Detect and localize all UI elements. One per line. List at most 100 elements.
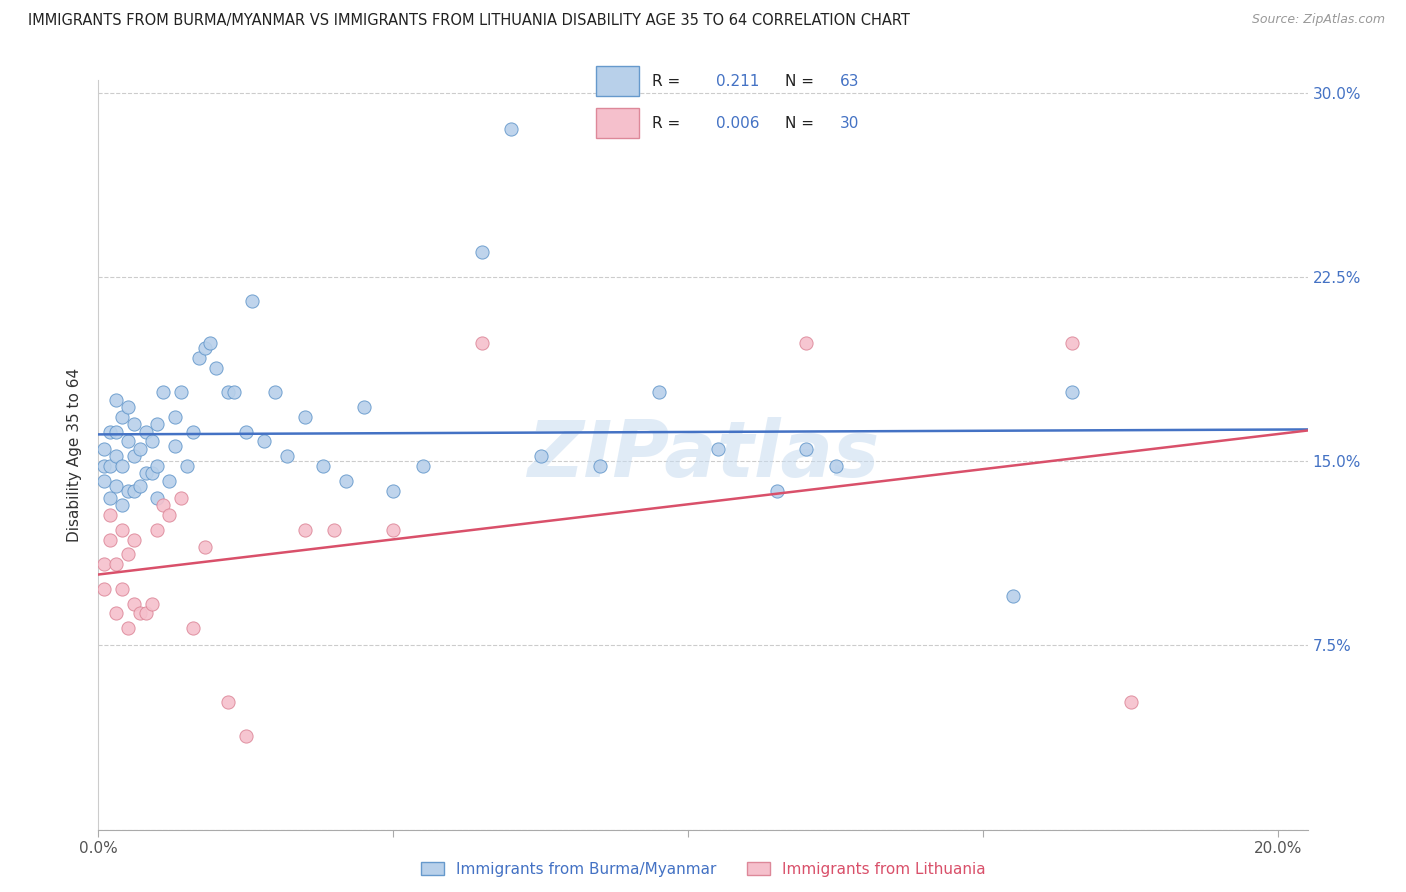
Point xyxy=(294,523,316,537)
Point xyxy=(146,458,169,473)
Text: R =: R = xyxy=(651,74,685,88)
Point xyxy=(170,491,193,505)
Point xyxy=(217,385,239,400)
Point xyxy=(311,458,333,473)
Point xyxy=(353,400,375,414)
Point xyxy=(111,498,134,512)
Point xyxy=(98,508,121,522)
Point xyxy=(111,582,134,596)
Point xyxy=(165,439,187,453)
Point xyxy=(141,467,163,481)
Point xyxy=(146,523,169,537)
Point xyxy=(501,122,523,136)
Point xyxy=(146,491,169,505)
Point xyxy=(217,695,239,709)
Point xyxy=(205,360,228,375)
Text: IMMIGRANTS FROM BURMA/MYANMAR VS IMMIGRANTS FROM LITHUANIA DISABILITY AGE 35 TO : IMMIGRANTS FROM BURMA/MYANMAR VS IMMIGRA… xyxy=(28,13,910,29)
Point xyxy=(382,483,405,498)
Point xyxy=(105,425,128,439)
Text: ZIPatlas: ZIPatlas xyxy=(527,417,879,493)
Point xyxy=(98,458,121,473)
Point xyxy=(471,336,494,351)
Point xyxy=(122,533,145,547)
Point xyxy=(105,449,128,463)
Point xyxy=(264,385,287,400)
Point xyxy=(98,425,121,439)
Point xyxy=(117,548,139,562)
Point xyxy=(412,458,434,473)
Point xyxy=(122,483,145,498)
Point xyxy=(93,582,115,596)
Point xyxy=(105,478,128,492)
Text: 0.006: 0.006 xyxy=(717,116,761,130)
Point xyxy=(105,607,128,621)
Point xyxy=(98,491,121,505)
Text: N =: N = xyxy=(785,116,818,130)
Point xyxy=(235,425,257,439)
Point xyxy=(157,508,180,522)
Point xyxy=(141,434,163,449)
Point xyxy=(194,341,217,355)
Point xyxy=(128,607,150,621)
Point xyxy=(105,392,128,407)
Legend: Immigrants from Burma/Myanmar, Immigrants from Lithuania: Immigrants from Burma/Myanmar, Immigrant… xyxy=(413,854,993,884)
Point xyxy=(181,621,204,635)
Point xyxy=(335,474,357,488)
Point xyxy=(98,533,121,547)
Point xyxy=(589,458,612,473)
Text: N =: N = xyxy=(785,74,818,88)
Point xyxy=(105,558,128,572)
Point xyxy=(530,449,553,463)
Point xyxy=(117,434,139,449)
Point xyxy=(170,385,193,400)
Text: 63: 63 xyxy=(841,74,859,88)
Point xyxy=(187,351,209,365)
Point xyxy=(382,523,405,537)
Point xyxy=(111,523,134,537)
Point xyxy=(1060,336,1083,351)
Point xyxy=(141,597,163,611)
Point xyxy=(93,442,115,456)
Point xyxy=(240,294,263,309)
Point xyxy=(111,409,134,424)
Point xyxy=(122,597,145,611)
Point xyxy=(176,458,198,473)
FancyBboxPatch shape xyxy=(596,66,640,96)
Point xyxy=(135,425,157,439)
Point xyxy=(128,442,150,456)
Point xyxy=(117,483,139,498)
Point xyxy=(93,558,115,572)
Point xyxy=(222,385,245,400)
Point xyxy=(135,467,157,481)
Point xyxy=(648,385,671,400)
Point xyxy=(794,336,817,351)
Point xyxy=(276,449,298,463)
Point xyxy=(1060,385,1083,400)
Point xyxy=(122,417,145,432)
Point xyxy=(706,442,728,456)
Point xyxy=(200,336,222,351)
Point xyxy=(111,458,134,473)
FancyBboxPatch shape xyxy=(596,108,640,138)
Point xyxy=(117,400,139,414)
Point xyxy=(235,729,257,743)
Point xyxy=(1001,589,1024,603)
Point xyxy=(765,483,787,498)
Point xyxy=(157,474,180,488)
Point xyxy=(93,458,115,473)
Y-axis label: Disability Age 35 to 64: Disability Age 35 to 64 xyxy=(67,368,83,542)
Point xyxy=(252,434,274,449)
Point xyxy=(794,442,817,456)
Point xyxy=(117,621,139,635)
Text: R =: R = xyxy=(651,116,685,130)
Point xyxy=(165,409,187,424)
Point xyxy=(471,245,494,260)
Point xyxy=(152,498,174,512)
Text: Source: ZipAtlas.com: Source: ZipAtlas.com xyxy=(1251,13,1385,27)
Point xyxy=(135,607,157,621)
Point xyxy=(294,409,316,424)
Text: 0.211: 0.211 xyxy=(717,74,759,88)
Point xyxy=(194,540,217,554)
Point xyxy=(152,385,174,400)
Point xyxy=(128,478,150,492)
